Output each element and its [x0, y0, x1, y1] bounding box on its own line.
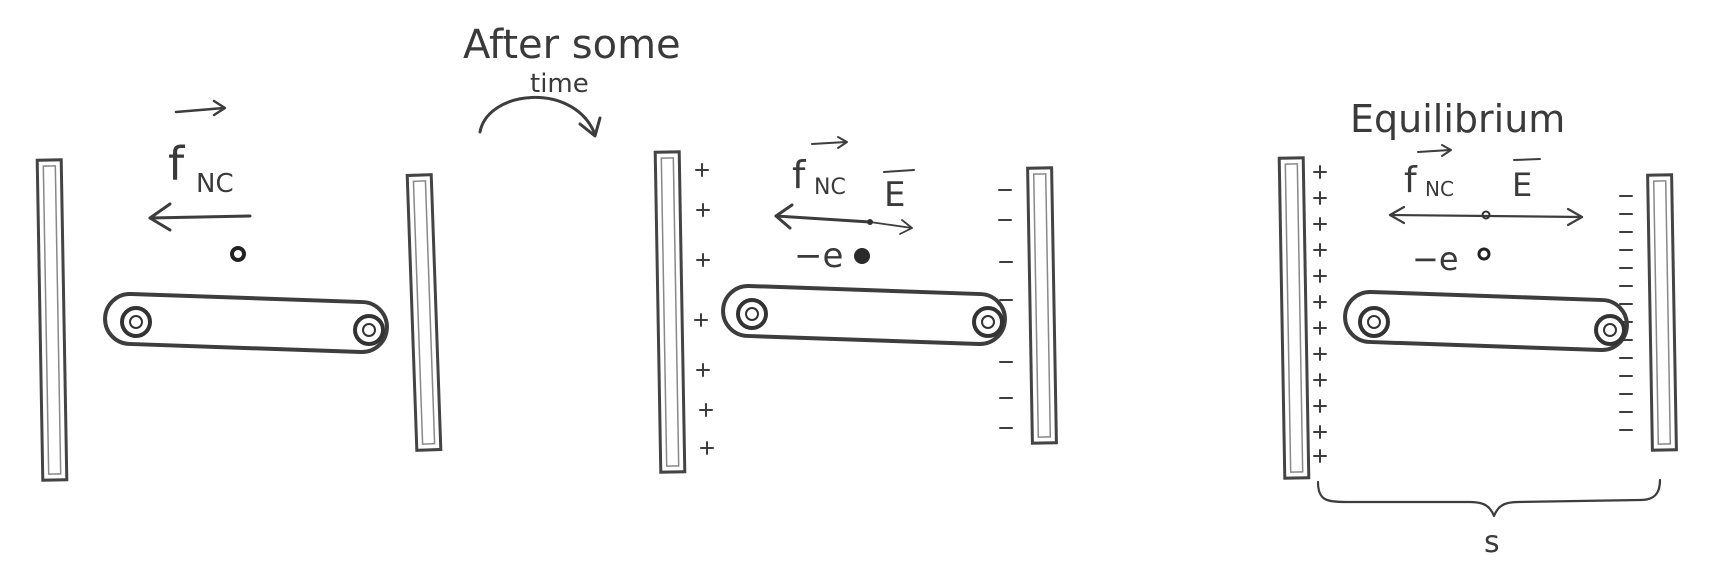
force-subscript: NC: [814, 175, 846, 200]
equilibrium-title: Equilibrium: [1350, 97, 1565, 141]
panel-equilibrium: Equilibrium: [1277, 97, 1678, 560]
left-plate: [653, 150, 687, 474]
charge-label: −e: [794, 236, 843, 276]
field-symbol: E: [1512, 166, 1532, 204]
positive-charges: [1313, 165, 1327, 463]
panel-after-some-time: f NC E −e: [653, 136, 1058, 474]
negative-charges: [998, 189, 1013, 429]
force-label-fnc: f NC: [168, 99, 234, 199]
force-symbol: f: [792, 153, 807, 197]
pulley-right: [1594, 314, 1626, 346]
force-symbol: f: [1404, 160, 1418, 201]
charge-label: −e: [1412, 240, 1459, 278]
panel-initial: f NC: [35, 99, 443, 482]
pulley-left: [736, 298, 768, 330]
electron-particle: [1477, 247, 1491, 261]
balanced-force-arrows: [1388, 205, 1584, 227]
force-label-fnc: f NC: [1404, 144, 1454, 201]
transition-text-line2: time: [530, 69, 589, 99]
force-field-arrows: [774, 203, 913, 235]
pulley-left: [1358, 306, 1390, 338]
distance-brace: [1316, 478, 1662, 518]
force-label-fnc: f NC: [792, 136, 848, 200]
distance-label: s: [1484, 525, 1500, 560]
curved-arrow: [478, 96, 602, 138]
force-arrow-left: [148, 202, 252, 232]
pulley-left: [120, 306, 152, 338]
pulley-right: [353, 314, 385, 346]
field-label-e: E: [1512, 158, 1541, 204]
left-plate: [1277, 156, 1311, 480]
force-subscript: NC: [1425, 177, 1454, 201]
force-subscript: NC: [196, 169, 234, 199]
transition-text-line1: After some: [463, 22, 681, 68]
transition-annotation: After some time: [463, 22, 681, 138]
right-plate: [1026, 166, 1058, 445]
field-label-e: E: [883, 169, 915, 215]
pulley-right: [972, 306, 1004, 338]
positive-charges: [694, 163, 714, 455]
left-plate: [35, 158, 69, 482]
conveyor-belt: [1343, 289, 1629, 353]
right-plate: [405, 173, 443, 452]
electron-particle: [230, 246, 246, 262]
field-symbol: E: [884, 175, 905, 215]
force-symbol: f: [168, 137, 186, 191]
right-plate: [1646, 173, 1678, 452]
electron-particle: [854, 248, 870, 264]
conveyor-belt: [103, 291, 389, 355]
conveyor-belt: [721, 283, 1007, 347]
